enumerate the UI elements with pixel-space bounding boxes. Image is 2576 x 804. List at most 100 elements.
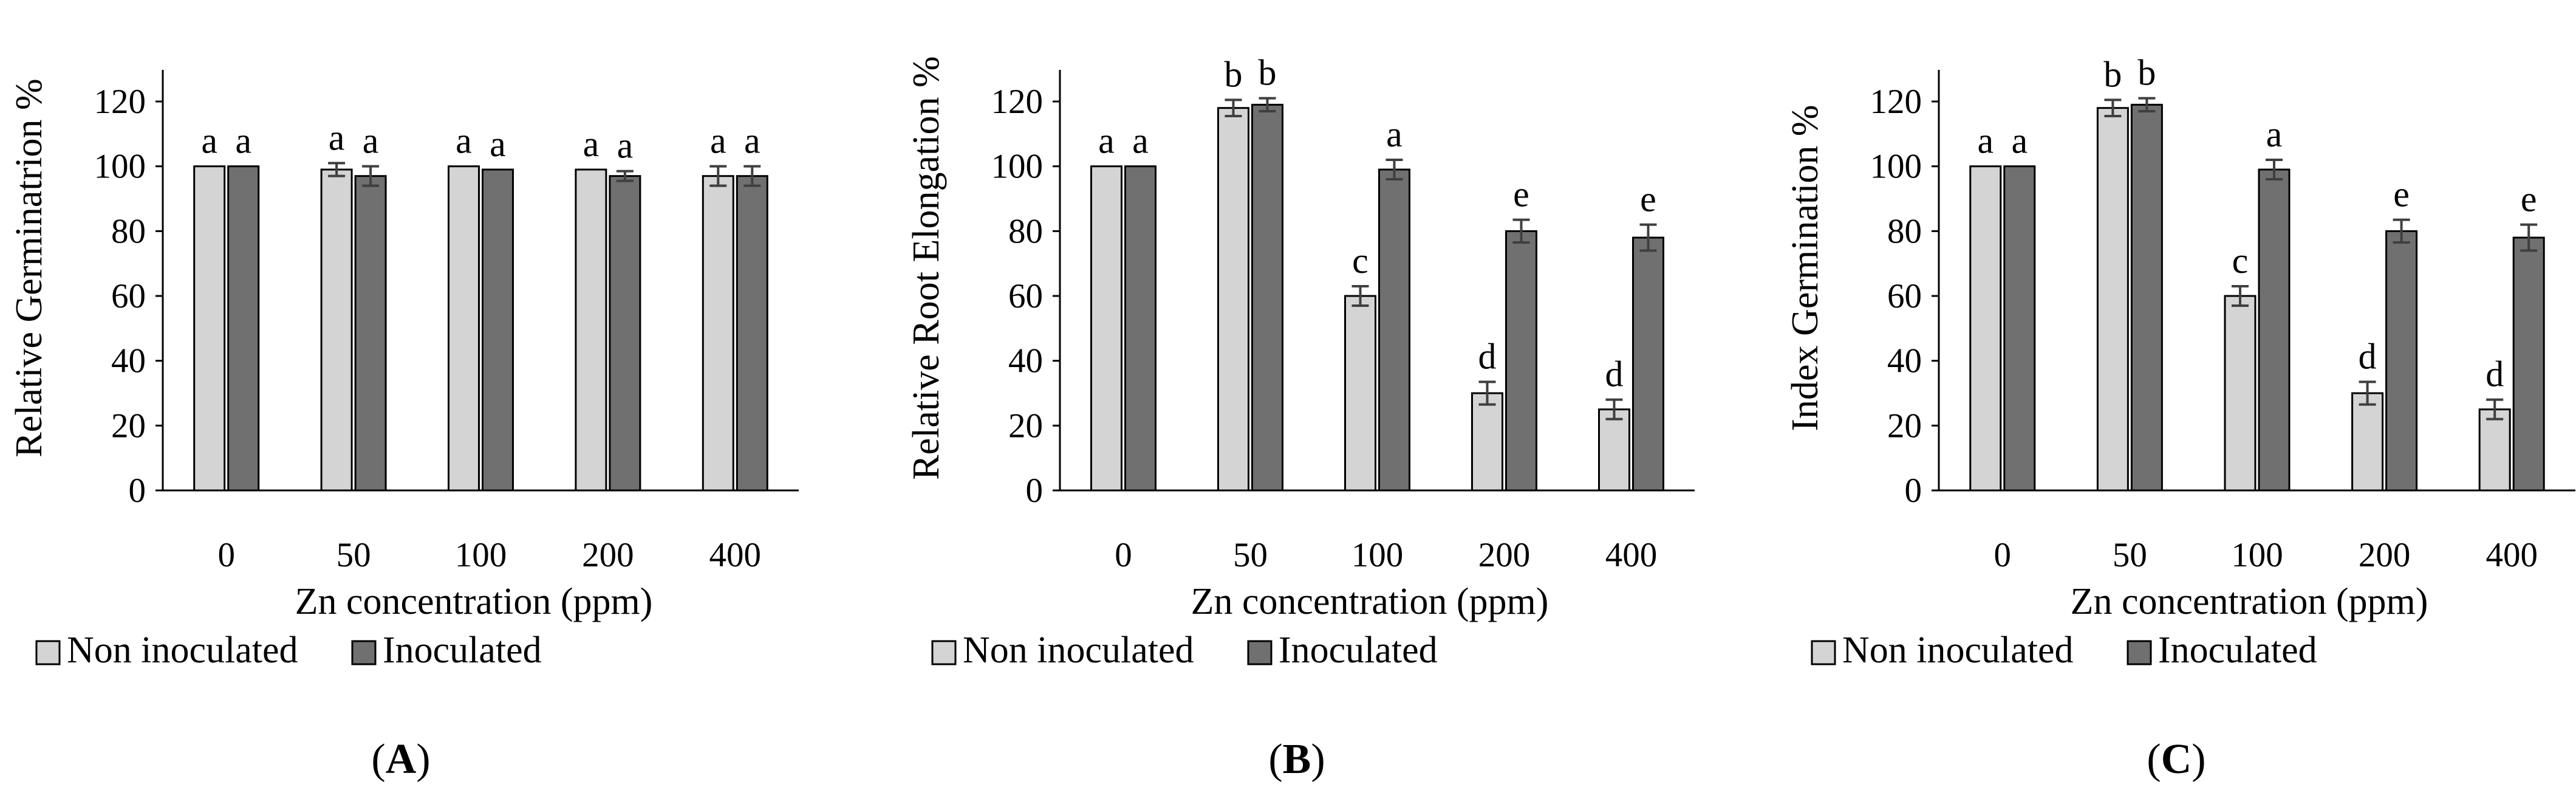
x-tick-label: 50 <box>1233 536 1268 574</box>
bar-inoculated <box>482 168 514 492</box>
bar-inoculated <box>2258 168 2291 492</box>
bar-inoculated <box>1378 168 1410 492</box>
significance-letter: a <box>583 124 600 164</box>
y-tick-label: 60 <box>1887 277 1922 315</box>
x-tick-label: 100 <box>1351 536 1404 574</box>
bar-inoculated <box>227 165 260 492</box>
y-axis-title: Relative Germinatrion % <box>9 78 50 457</box>
significance-letter: e <box>1513 174 1529 215</box>
panel-label: (B) <box>1268 736 1325 783</box>
significance-letter: a <box>2266 114 2283 154</box>
bar-non-inoculated <box>1471 392 1503 492</box>
y-tick-label: 20 <box>1008 407 1043 445</box>
significance-letter: a <box>1132 121 1149 161</box>
legend-label-inoculated: Inoculated <box>383 630 542 671</box>
bar-inoculated <box>2385 230 2418 492</box>
bar-non-inoculated <box>2478 408 2511 492</box>
bar-group-200: d e 200 <box>1471 174 1537 574</box>
bar-inoculated <box>354 175 387 492</box>
y-tick-label: 40 <box>1887 342 1922 380</box>
bar-non-inoculated <box>320 168 353 492</box>
significance-letter: e <box>2393 174 2410 215</box>
y-tick-label: 20 <box>1887 407 1922 445</box>
legend-swatch-inoculated <box>2127 640 2152 665</box>
y-axis-title: Index Germination % <box>1785 105 1826 431</box>
bar-group-0: a a 0 <box>193 121 260 574</box>
legend-swatch-non-inoculated <box>931 640 957 665</box>
bar-inoculated <box>736 175 768 492</box>
legend-swatch-inoculated <box>1247 640 1273 665</box>
legend: Non inoculated Inoculated <box>931 630 1438 671</box>
significance-letter: c <box>1352 241 1368 281</box>
bar-non-inoculated <box>1090 165 1122 492</box>
legend: Non inoculated Inoculated <box>35 630 542 671</box>
bar-group-100: c a 100 <box>2224 114 2291 574</box>
legend-swatch-non-inoculated <box>35 640 61 665</box>
significance-letter: a <box>201 121 217 161</box>
x-tick-label: 0 <box>217 536 235 574</box>
significance-letter: a <box>329 117 345 157</box>
y-tick-label: 100 <box>94 148 146 186</box>
y-tick-label: 120 <box>94 83 146 121</box>
significance-letter: a <box>1977 121 1993 161</box>
bar-group-200: a a 200 <box>575 124 641 574</box>
significance-letter: d <box>2485 354 2504 394</box>
legend-swatch-non-inoculated <box>1811 640 1836 665</box>
y-tick-label: 0 <box>1905 472 1922 510</box>
y-axis-title: Relative Root Elongation % <box>906 56 947 479</box>
bar-group-400: a a 400 <box>702 121 768 574</box>
bar-group-0: a a 0 <box>1090 121 1156 574</box>
bar-group-100: a a 100 <box>448 121 514 574</box>
x-tick-label: 400 <box>2485 536 2538 574</box>
x-tick-label: 0 <box>1994 536 2012 574</box>
legend-swatch-inoculated <box>351 640 377 665</box>
x-tick-label: 200 <box>582 536 634 574</box>
x-tick-label: 400 <box>1605 536 1658 574</box>
y-tick-label: 60 <box>111 277 146 315</box>
significance-letter: b <box>1225 54 1243 94</box>
significance-letter: a <box>744 121 760 161</box>
bar-group-50: a a 50 <box>320 117 387 574</box>
panel-label-letter: A <box>386 736 417 783</box>
x-tick-label: 400 <box>709 536 762 574</box>
legend-label-inoculated: Inoculated <box>1279 630 1438 671</box>
panel-label: (A) <box>371 736 430 783</box>
y-tick-label: 60 <box>1008 277 1043 315</box>
y-tick-label: 20 <box>111 407 146 445</box>
x-axis-title: Zn concentration (ppm) <box>295 581 653 622</box>
significance-letter: b <box>2103 54 2122 94</box>
x-tick-label: 100 <box>2231 536 2283 574</box>
significance-letter: a <box>456 121 472 161</box>
legend: Non inoculated Inoculated <box>1811 630 2317 671</box>
bar-group-50: b b 50 <box>1217 53 1283 574</box>
significance-letter: e <box>1640 179 1656 219</box>
y-tick-label: 80 <box>1887 212 1922 250</box>
significance-letter: a <box>710 121 726 161</box>
bar-inoculated <box>1505 230 1537 492</box>
bar-non-inoculated <box>575 168 607 492</box>
bar-group-400: d e 400 <box>2478 179 2545 574</box>
significance-letter: d <box>1605 354 1624 394</box>
x-tick-label: 100 <box>455 536 507 574</box>
y-tick-label: 120 <box>991 83 1044 121</box>
bar-inoculated <box>2512 236 2545 492</box>
x-axis-title: Zn concentration (ppm) <box>2071 581 2428 622</box>
y-tick-label: 80 <box>111 212 146 250</box>
x-axis-title: Zn concentration (ppm) <box>1191 581 1549 622</box>
significance-letter: b <box>1259 53 1277 93</box>
bar-group-100: c a 100 <box>1344 114 1410 574</box>
bar-inoculated <box>2003 165 2036 492</box>
legend-label-non-inoculated: Non inoculated <box>1842 630 2074 671</box>
y-tick-label: 40 <box>111 342 146 380</box>
x-tick-label: 200 <box>1478 536 1531 574</box>
bar-inoculated <box>1124 165 1156 492</box>
bar-group-200: d e 200 <box>2351 174 2418 574</box>
significance-letter: a <box>1386 114 1402 154</box>
significance-letter: a <box>235 121 251 161</box>
significance-letter: c <box>2232 241 2249 281</box>
x-tick-label: 200 <box>2359 536 2411 574</box>
significance-letter: e <box>2521 179 2537 219</box>
